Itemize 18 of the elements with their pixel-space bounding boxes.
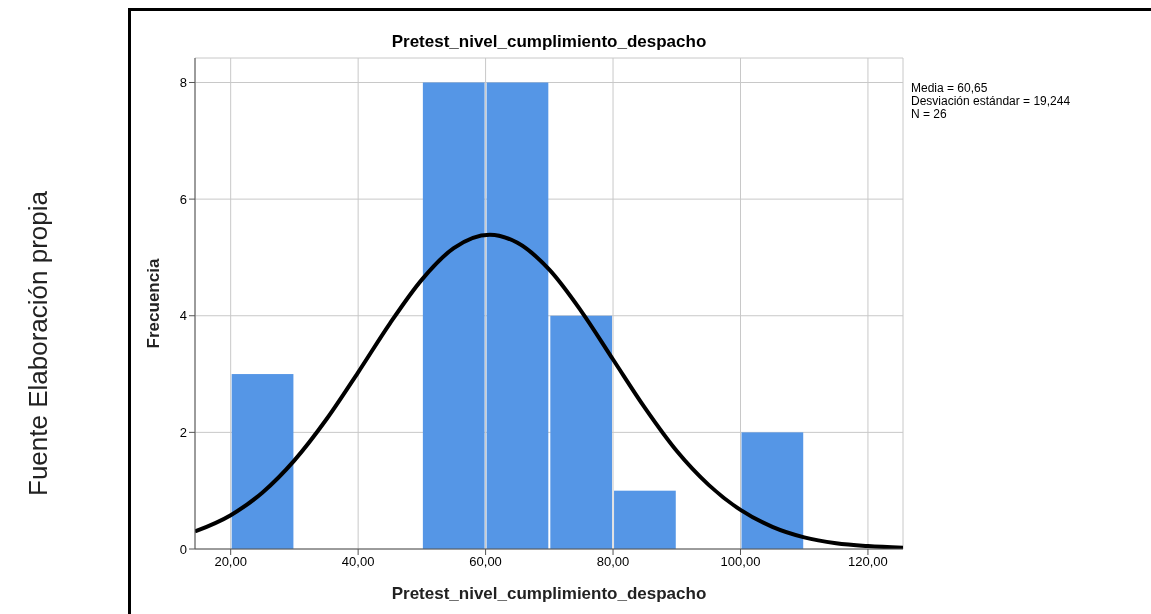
x-tick-label: 20,00 — [214, 554, 247, 570]
x-tick-label: 80,00 — [596, 554, 630, 570]
text: Media = 60,65 — [911, 81, 989, 95]
y-tick-label: 4 — [179, 308, 187, 324]
text: N = 26 — [911, 107, 948, 121]
y-axis-title: Frecuencia — [144, 258, 164, 349]
x-tick-label: 40,00 — [341, 554, 375, 570]
x-tick-label: 100,00 — [720, 554, 761, 570]
chart-title: Pretest_nivel_cumplimiento_despacho — [390, 32, 708, 52]
y-tick-label: 0 — [179, 541, 187, 557]
y-tick-label: 2 — [179, 424, 187, 440]
y-tick-label: 6 — [179, 191, 187, 207]
source-note: Fuente Elaboración propia — [22, 190, 54, 498]
text: Desviación estándar = 19,244 — [911, 94, 1071, 108]
x-tick-label: 120,00 — [848, 554, 888, 570]
y-tick-label: 8 — [179, 75, 187, 91]
x-axis-title: Pretest_nivel_cumplimiento_despacho — [391, 584, 707, 603]
x-tick-label: 60,00 — [469, 554, 502, 570]
